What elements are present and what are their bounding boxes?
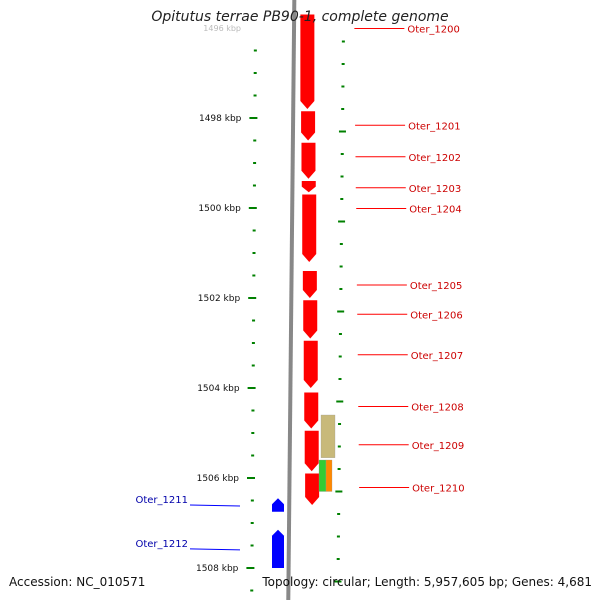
gene-label: Oter_1207: [411, 351, 464, 362]
gene-label: Oter_1210: [412, 484, 465, 495]
ruler-outer-tick: [341, 108, 345, 110]
ruler-outer-tick: [341, 40, 345, 43]
ruler-minor-tick: [252, 274, 256, 277]
ruler-outer-tick: [339, 288, 343, 290]
ruler-outer-tick: [336, 535, 340, 538]
gene-arrow-forward: [302, 194, 317, 262]
gene-arrow-forward: [303, 300, 318, 339]
ruler-label: 1506 kbp: [197, 474, 240, 484]
ruler-outer-tick: [337, 310, 345, 313]
gene-label: Oter_1205: [410, 281, 463, 292]
ruler-minor-tick: [250, 499, 254, 502]
ruler-outer-tick: [339, 265, 343, 268]
ruler-minor-tick: [251, 342, 255, 344]
backbone-line: [286, 0, 297, 600]
ruler-outer-tick: [338, 355, 342, 358]
ruler-minor-tick: [253, 72, 257, 74]
ruler-outer-tick: [337, 445, 341, 448]
gene-label: Oter_1204: [409, 205, 462, 216]
ruler-minor-tick: [251, 409, 255, 412]
feature-block-green: [318, 459, 327, 492]
ruler-outer-tick: [335, 490, 343, 493]
gene-arrow-forward: [301, 111, 316, 141]
gene-label: Oter_1202: [408, 153, 461, 164]
ruler-outer-tick: [341, 63, 345, 65]
gene-label: Oter_1206: [410, 310, 463, 321]
ruler-outer-tick: [338, 423, 342, 425]
ruler-minor-tick: [251, 454, 255, 457]
gene-label: Oter_1208: [411, 403, 464, 414]
gene-arrow-forward: [304, 430, 319, 472]
gene-arrow-reverse: [272, 498, 284, 512]
gene-arrow-forward: [302, 271, 317, 298]
ruler-major-tick: [247, 477, 255, 479]
feature-block-orange: [325, 459, 333, 492]
ruler-outer-tick: [338, 378, 342, 380]
ruler-outer-tick: [337, 513, 341, 515]
ruler-minor-tick: [250, 544, 254, 547]
ruler-label: 1498 kbp: [199, 114, 242, 124]
gene-label: Oter_1201: [408, 121, 461, 132]
ruler-minor-tick: [253, 139, 257, 142]
topology-label: Topology: circular; Length: 5,957,605 bp…: [262, 575, 592, 589]
ruler-outer-tick: [338, 333, 342, 335]
ruler-label: 1500 kbp: [198, 204, 241, 214]
ruler-outer-tick: [341, 85, 345, 88]
gene-label: Oter_1203: [409, 184, 462, 195]
ruler-outer-tick: [336, 558, 340, 560]
gene-label: Oter_1209: [412, 441, 465, 452]
gene-arrow-reverse: [272, 529, 284, 568]
gene-leader-line: [189, 548, 241, 551]
gene-arrow-forward: [301, 142, 316, 179]
ruler-minor-tick: [253, 49, 257, 52]
gene-arrow-forward: [303, 340, 318, 388]
ruler-label: 1496 kbp: [203, 24, 241, 33]
gene-label: Oter_1200: [407, 25, 460, 36]
ruler-minor-tick: [252, 184, 256, 187]
ruler-minor-tick: [253, 162, 257, 164]
ruler-major-tick: [248, 207, 257, 209]
gene-label: Oter_1212: [135, 539, 188, 550]
ruler-outer-tick: [337, 468, 341, 470]
gene-arrow-forward: [305, 473, 320, 505]
ruler-minor-tick: [252, 229, 256, 232]
ruler-minor-tick: [253, 94, 257, 97]
ruler-major-tick: [246, 567, 255, 569]
genome-title: Opitutus terrae PB90-1, complete genome: [151, 9, 449, 25]
ruler-major-tick: [249, 117, 258, 119]
feature-block-tan: [320, 414, 336, 458]
ruler-outer-tick: [338, 220, 346, 223]
ruler-outer-tick: [334, 580, 342, 583]
ruler-minor-tick: [252, 319, 256, 322]
ruler-outer-tick: [340, 175, 344, 178]
ruler-minor-tick: [250, 589, 254, 592]
ruler-outer-tick: [338, 130, 346, 133]
ruler-outer-tick: [340, 153, 344, 155]
accession-label: Accession: NC_010571: [9, 575, 146, 589]
ruler-minor-tick: [251, 432, 255, 434]
gene-leader-line: [189, 504, 241, 507]
ruler-minor-tick: [250, 522, 254, 524]
ruler-minor-tick: [252, 252, 256, 254]
gene-arrow-forward: [301, 181, 316, 193]
gene-label: Oter_1211: [135, 495, 188, 506]
gene-arrow-forward: [300, 14, 315, 109]
ruler-outer-tick: [339, 243, 343, 245]
ruler-major-tick: [247, 387, 256, 389]
ruler-outer-tick: [336, 400, 344, 403]
ruler-label: 1504 kbp: [197, 384, 240, 394]
ruler-major-tick: [248, 297, 257, 299]
ruler-minor-tick: [251, 364, 255, 367]
gene-arrow-forward: [304, 392, 319, 429]
ruler-label: 1502 kbp: [198, 294, 241, 304]
ruler-label: 1508 kbp: [196, 564, 239, 574]
ruler-outer-tick: [340, 198, 344, 200]
